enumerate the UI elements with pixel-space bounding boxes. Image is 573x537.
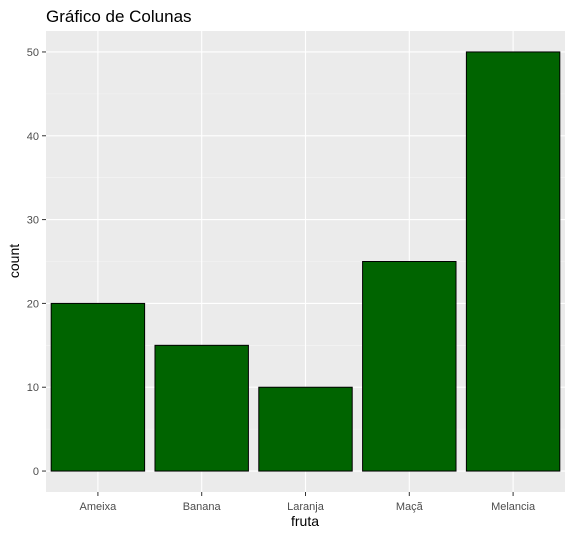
bar-laranja xyxy=(258,386,353,472)
bars xyxy=(50,51,561,472)
bar-melancia xyxy=(465,51,561,472)
x-tick-label: Melancia xyxy=(491,501,536,513)
y-tick-label: 10 xyxy=(27,382,39,394)
x-tick-label: Ameixa xyxy=(80,501,118,513)
x-tick-label: Maçã xyxy=(396,501,424,513)
y-tick-label: 20 xyxy=(27,298,39,310)
bar-ameixa xyxy=(50,302,146,472)
x-tick-label: Laranja xyxy=(287,501,325,513)
bar-banana xyxy=(154,344,249,472)
bar-maçã xyxy=(362,261,457,472)
y-tick-label: 30 xyxy=(27,215,39,227)
y-tick-label: 40 xyxy=(27,131,39,143)
x-tick-label: Banana xyxy=(183,501,222,513)
y-axis: 0 10 20 30 40 50 xyxy=(27,47,46,478)
chart-title: Gráfico de Colunas xyxy=(46,7,192,26)
y-tick-label: 50 xyxy=(27,47,39,59)
y-axis-title: count xyxy=(6,244,22,278)
x-axis: Ameixa Banana Laranja Maçã Melancia xyxy=(80,492,536,513)
x-axis-title: fruta xyxy=(291,513,319,529)
y-tick-label: 0 xyxy=(33,466,39,478)
